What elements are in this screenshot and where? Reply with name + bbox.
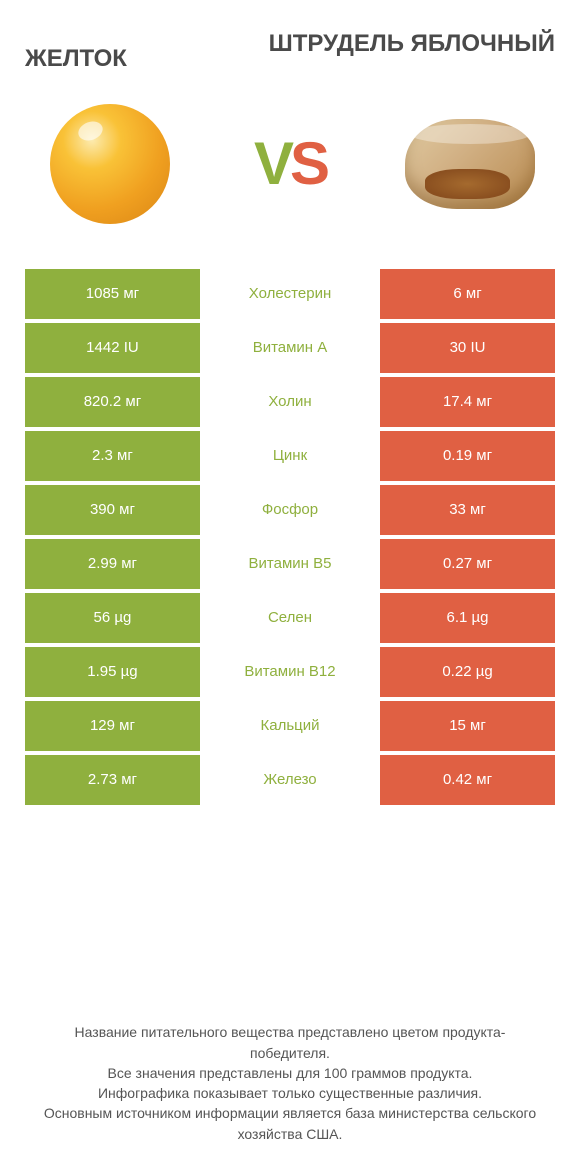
nutrient-label: Витамин B5 <box>200 539 380 589</box>
value-right: 17.4 мг <box>380 377 555 427</box>
footer-line: Основным источником информации является … <box>35 1103 545 1144</box>
value-right: 0.22 µg <box>380 647 555 697</box>
vs-label: VS <box>254 129 326 198</box>
nutrition-table: 1085 мгХолестерин6 мг1442 IUВитамин A30 … <box>25 269 555 809</box>
nutrient-label: Холестерин <box>200 269 380 319</box>
nutrient-label: Холин <box>200 377 380 427</box>
value-right: 6.1 µg <box>380 593 555 643</box>
nutrient-label: Кальций <box>200 701 380 751</box>
value-right: 33 мг <box>380 485 555 535</box>
title-left: ЖЕЛТОК <box>25 30 127 74</box>
table-row: 129 мгКальций15 мг <box>25 701 555 751</box>
strudel-image <box>405 99 535 229</box>
table-row: 1442 IUВитамин A30 IU <box>25 323 555 373</box>
title-right: ШТРУДЕЛЬ ЯБЛОЧНЫЙ <box>269 30 555 59</box>
footer-line: Все значения представлены для 100 граммо… <box>35 1063 545 1083</box>
header: ЖЕЛТОК ШТРУДЕЛЬ ЯБЛОЧНЫЙ <box>25 30 555 74</box>
value-right: 15 мг <box>380 701 555 751</box>
value-right: 0.19 мг <box>380 431 555 481</box>
value-left: 2.99 мг <box>25 539 200 589</box>
vs-v: V <box>254 130 290 197</box>
nutrient-label: Цинк <box>200 431 380 481</box>
nutrient-label: Витамин A <box>200 323 380 373</box>
nutrient-label: Фосфор <box>200 485 380 535</box>
value-left: 1.95 µg <box>25 647 200 697</box>
value-left: 1085 мг <box>25 269 200 319</box>
vs-s: S <box>290 130 326 197</box>
value-left: 1442 IU <box>25 323 200 373</box>
table-row: 2.73 мгЖелезо0.42 мг <box>25 755 555 805</box>
value-right: 0.42 мг <box>380 755 555 805</box>
value-left: 390 мг <box>25 485 200 535</box>
value-left: 2.3 мг <box>25 431 200 481</box>
nutrient-label: Селен <box>200 593 380 643</box>
table-row: 820.2 мгХолин17.4 мг <box>25 377 555 427</box>
nutrient-label: Железо <box>200 755 380 805</box>
footer-line: Инфографика показывает только существенн… <box>35 1083 545 1103</box>
table-row: 1085 мгХолестерин6 мг <box>25 269 555 319</box>
table-row: 390 мгФосфор33 мг <box>25 485 555 535</box>
nutrient-label: Витамин B12 <box>200 647 380 697</box>
value-left: 820.2 мг <box>25 377 200 427</box>
value-right: 30 IU <box>380 323 555 373</box>
value-left: 129 мг <box>25 701 200 751</box>
footer-notes: Название питательного вещества представл… <box>25 992 555 1154</box>
value-left: 56 µg <box>25 593 200 643</box>
table-row: 2.3 мгЦинк0.19 мг <box>25 431 555 481</box>
table-row: 1.95 µgВитамин B120.22 µg <box>25 647 555 697</box>
value-right: 6 мг <box>380 269 555 319</box>
value-right: 0.27 мг <box>380 539 555 589</box>
table-row: 56 µgСелен6.1 µg <box>25 593 555 643</box>
footer-line: Название питательного вещества представл… <box>35 1022 545 1063</box>
vs-row: VS <box>25 99 555 229</box>
yolk-image <box>45 99 175 229</box>
table-row: 2.99 мгВитамин B50.27 мг <box>25 539 555 589</box>
value-left: 2.73 мг <box>25 755 200 805</box>
